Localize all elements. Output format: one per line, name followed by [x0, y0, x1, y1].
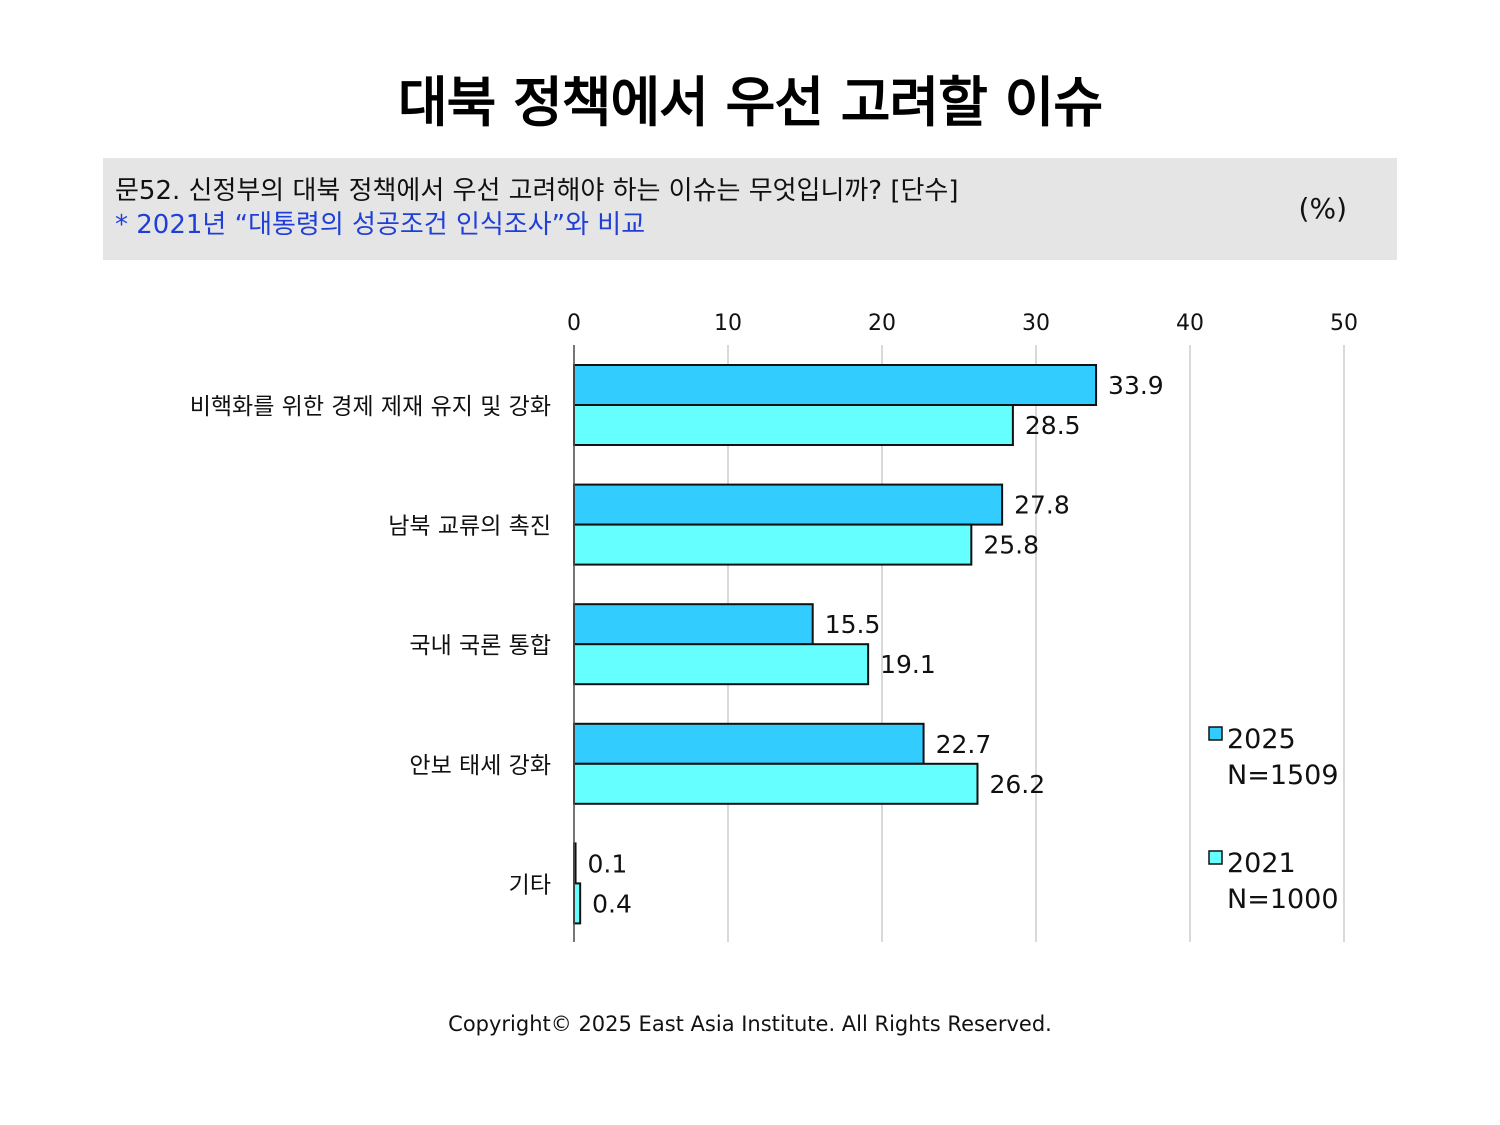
x-tick-label: 50	[1330, 311, 1358, 336]
x-tick-label: 10	[714, 311, 742, 336]
bar-2025	[573, 483, 1004, 526]
comparison-note: * 2021년 “대통령의 성공조건 인식조사”와 비교	[115, 210, 646, 240]
data-label: 28.5	[1025, 411, 1081, 440]
category-label: 안보 태세 강화	[409, 753, 551, 779]
legend-sample-size: N=1000	[1227, 884, 1339, 915]
bar-2025	[573, 603, 814, 646]
data-label: 0.4	[592, 889, 632, 918]
question-text: 문52. 신정부의 대북 정책에서 우선 고려해야 하는 이슈는 무엇입니까? …	[115, 176, 959, 206]
legend-sample-size: N=1509	[1227, 760, 1339, 791]
x-tick-label: 0	[567, 311, 581, 336]
x-tick-label: 20	[868, 311, 896, 336]
bar-2021	[573, 523, 973, 566]
copyright-footer: Copyright© 2025 East Asia Institute. All…	[448, 1012, 1052, 1036]
legend-swatch-2021	[1208, 850, 1223, 865]
data-label: 27.8	[1014, 491, 1070, 520]
legend-label: 2021	[1227, 848, 1296, 879]
data-label: 25.8	[983, 531, 1039, 560]
bar-2025	[573, 364, 1098, 406]
question-box: 문52. 신정부의 대북 정책에서 우선 고려해야 하는 이슈는 무엇입니까? …	[103, 158, 1397, 260]
legend-label: 2025	[1227, 724, 1296, 755]
x-tick-label: 40	[1176, 311, 1204, 336]
data-label: 15.5	[825, 610, 881, 639]
bar-2025	[573, 722, 925, 765]
bar-2021	[573, 882, 582, 925]
x-tick-label: 30	[1022, 311, 1050, 336]
chart-title: 대북 정책에서 우선 고려할 이슈	[397, 71, 1103, 134]
data-label: 26.2	[989, 770, 1045, 799]
category-label: 남북 교류의 촉진	[388, 514, 551, 540]
data-label: 0.1	[588, 849, 628, 878]
category-label: 국내 국론 통합	[409, 633, 551, 659]
category-label: 기타	[509, 872, 551, 898]
bar-2021	[573, 404, 1014, 446]
data-label: 19.1	[880, 650, 936, 679]
unit-label: (%)	[1298, 192, 1347, 225]
bar-2021	[573, 643, 870, 686]
data-label: 22.7	[936, 730, 992, 759]
legend-swatch-2025	[1208, 726, 1223, 741]
bar-2021	[573, 762, 979, 805]
category-label: 비핵화를 위한 경제 제재 유지 및 강화	[190, 394, 551, 420]
data-label: 33.9	[1108, 371, 1164, 400]
